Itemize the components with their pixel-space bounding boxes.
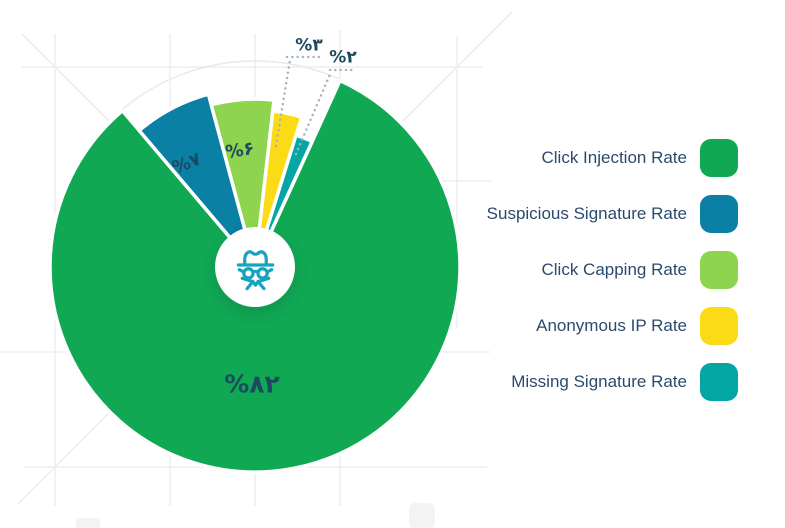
slice-label-click-capping-rate: %۶ bbox=[223, 137, 257, 164]
legend-label: Anonymous IP Rate bbox=[536, 316, 687, 335]
slice-label-click-injection-rate: %۸۲ bbox=[224, 369, 280, 399]
leader-line-anonymous-ip-rate bbox=[274, 55, 323, 148]
legend-item-click-capping-rate[interactable]: Click Capping Rate bbox=[487, 251, 738, 289]
pie-slice-suspicious-signature-rate[interactable] bbox=[137, 92, 257, 269]
legend-swatch-green bbox=[700, 139, 738, 177]
legend-item-missing-signature-rate[interactable]: Missing Signature Rate bbox=[487, 363, 738, 401]
legend-label: Suspicious Signature Rate bbox=[486, 204, 687, 223]
legend: Click Injection Rate Suspicious Signatur… bbox=[487, 139, 738, 419]
spy-incognito-icon bbox=[236, 249, 274, 290]
legend-swatch-light-green bbox=[700, 251, 738, 289]
legend-item-anonymous-ip-rate[interactable]: Anonymous IP Rate bbox=[487, 307, 738, 345]
legend-item-click-injection-rate[interactable]: Click Injection Rate bbox=[487, 139, 738, 177]
legend-label: Missing Signature Rate bbox=[511, 372, 687, 391]
legend-swatch-teal bbox=[700, 363, 738, 401]
legend-label: Click Injection Rate bbox=[541, 148, 687, 167]
legend-item-suspicious-signature-rate[interactable]: Suspicious Signature Rate bbox=[487, 195, 738, 233]
legend-label: Click Capping Rate bbox=[541, 260, 687, 279]
legend-swatch-blue bbox=[700, 195, 738, 233]
center-hub bbox=[215, 227, 295, 307]
leader-line-missing-signature-rate bbox=[294, 68, 358, 156]
slice-label-anonymous-ip-rate: %۳ bbox=[295, 35, 323, 56]
slice-label-missing-signature-rate: %۲ bbox=[329, 47, 357, 68]
legend-swatch-yellow bbox=[700, 307, 738, 345]
